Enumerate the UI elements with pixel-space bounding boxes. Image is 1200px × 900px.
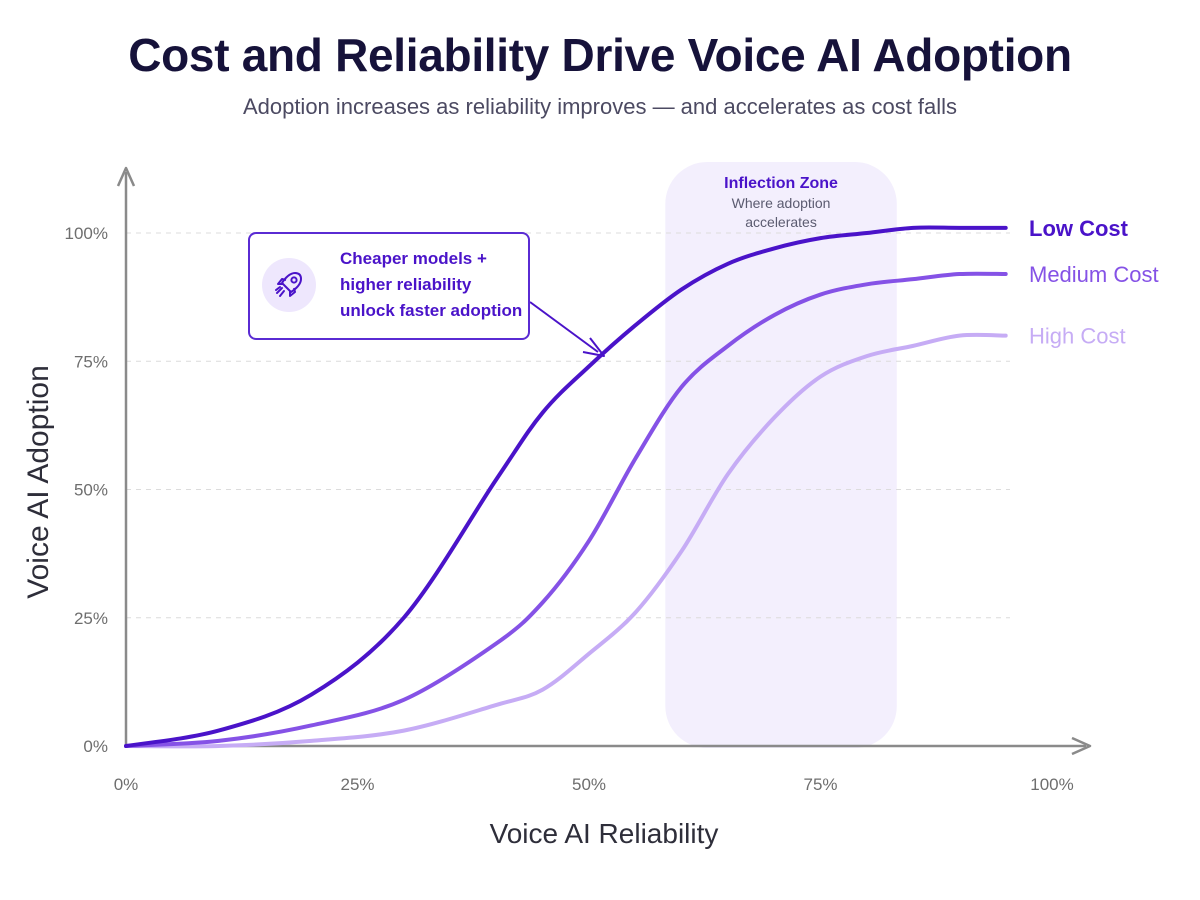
callout-box: Cheaper models + higher reliability unlo… — [248, 232, 530, 340]
x-tick-label: 50% — [572, 775, 606, 794]
inflection-zone-band — [665, 162, 897, 748]
y-axis-arrow — [116, 166, 136, 187]
series-line-high-cost — [124, 332, 1008, 749]
legend-label-medium-cost: Medium Cost — [1029, 262, 1159, 287]
chart-title: Cost and Reliability Drive Voice AI Adop… — [128, 29, 1072, 81]
callout-arrow — [529, 301, 599, 353]
x-axis-label: Voice AI Reliability — [490, 818, 719, 849]
legend-label-low-cost: Low Cost — [1029, 216, 1129, 241]
callout-line: unlock faster adoption — [340, 301, 523, 320]
callout-text: Cheaper models + higher reliability unlo… — [340, 246, 530, 324]
y-tick-label: 25% — [74, 609, 108, 628]
series-line-low-cost — [124, 225, 1008, 748]
rocket-badge — [262, 258, 316, 312]
y-tick-label: 50% — [74, 481, 108, 500]
y-axis-label: Voice AI Adoption — [22, 365, 55, 599]
chart-subtitle: Adoption increases as reliability improv… — [242, 94, 958, 119]
x-tick-label: 25% — [340, 775, 374, 794]
callout-line: higher reliability — [340, 275, 472, 294]
rocket-icon — [275, 272, 302, 297]
callout-arrowhead — [582, 337, 605, 357]
x-axis-arrow — [1071, 736, 1092, 756]
inflection-zone-label: Inflection Zone — [724, 175, 838, 192]
inflection-zone-note: Where adoption — [732, 195, 831, 211]
series-line-medium-cost — [124, 271, 1008, 748]
x-tick-label: 100% — [1030, 775, 1073, 794]
y-tick-label: 0% — [83, 737, 108, 756]
y-tick-label: 75% — [74, 352, 108, 371]
callout-line: Cheaper models + — [340, 249, 487, 268]
x-tick-label: 0% — [114, 775, 139, 794]
legend-label-high-cost: High Cost — [1029, 324, 1126, 349]
x-tick-label: 75% — [803, 775, 837, 794]
inflection-zone-note: accelerates — [745, 214, 817, 230]
y-tick-label: 100% — [65, 224, 108, 243]
